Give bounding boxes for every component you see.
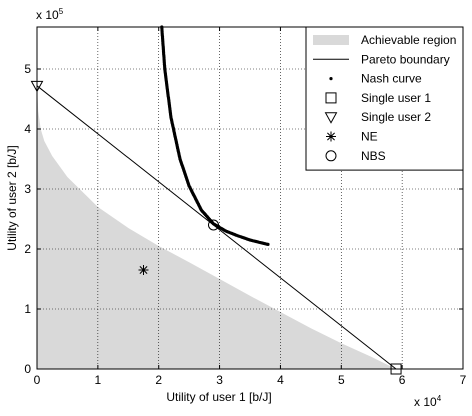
region-layer bbox=[37, 85, 397, 370]
legend-label-single-user-1: Single user 1 bbox=[361, 91, 431, 105]
legend-label-single-user-2: Single user 2 bbox=[361, 110, 431, 124]
x-tick-label-3: 3 bbox=[216, 373, 223, 387]
y-tick-label-2: 2 bbox=[24, 242, 31, 256]
x-tick-label-7: 7 bbox=[460, 373, 467, 387]
legend: Achievable region Pareto boundary Nash cur… bbox=[305, 26, 464, 171]
y-tick-label-4: 4 bbox=[24, 122, 31, 136]
ne-marker bbox=[138, 265, 149, 275]
legend-label-ne: NE bbox=[361, 130, 378, 144]
ne-marker-d2 bbox=[139, 266, 148, 274]
nbs-marker bbox=[207, 219, 219, 231]
y-tick-label-3: 3 bbox=[24, 182, 31, 196]
nash-curve bbox=[160, 25, 270, 246]
legend-symbol-ne bbox=[326, 131, 336, 142]
tick-layer: 0 1 2 3 4 5 6 7 0 1 2 3 4 5 bbox=[24, 27, 467, 387]
y-tick-label-1: 1 bbox=[24, 302, 31, 316]
line-layer bbox=[36, 25, 397, 370]
x-multiplier-exponent: 4 bbox=[437, 394, 442, 403]
x-tick-label-6: 6 bbox=[399, 373, 406, 387]
legend-symbol-ne-d2 bbox=[327, 132, 335, 141]
x-multiplier-label: x 104 bbox=[414, 394, 442, 409]
y-tick-label-0: 0 bbox=[24, 362, 31, 376]
legend-label-nash-curve: Nash curve bbox=[361, 72, 422, 86]
axes-frame bbox=[36, 26, 464, 370]
y-tick-label-5: 5 bbox=[24, 62, 31, 76]
marker-layer bbox=[30, 80, 402, 375]
legend-symbol-single-user-2 bbox=[324, 112, 338, 124]
legend-label-pareto-boundary: Pareto boundary bbox=[361, 52, 450, 66]
y-multiplier-base: x 10 bbox=[36, 8, 59, 22]
x-tick-label-5: 5 bbox=[338, 373, 345, 387]
legend-symbol-single-user-1 bbox=[325, 92, 337, 104]
achievable-region-area bbox=[37, 85, 397, 370]
x-tick-label-4: 4 bbox=[277, 373, 284, 387]
nash-curve-point-167 bbox=[266, 242, 270, 246]
legend-symbol-nash-curve bbox=[329, 77, 333, 81]
x-tick-label-2: 2 bbox=[155, 373, 162, 387]
y-axis-label: Utility of user 2 [b/J] bbox=[5, 145, 19, 250]
y-multiplier-exponent: 5 bbox=[59, 7, 64, 16]
legend-symbol-nbs bbox=[325, 150, 337, 162]
x-tick-label-0: 0 bbox=[34, 373, 41, 387]
legend-label-nbs: NBS bbox=[361, 149, 386, 163]
x-axis-label: Utility of user 1 [b/J] bbox=[166, 390, 271, 404]
legend-symbol-achievable-region bbox=[313, 35, 349, 45]
y-multiplier-label: x 105 bbox=[36, 7, 64, 22]
x-multiplier-base: x 10 bbox=[414, 395, 437, 409]
legend-label-achievable-region: Achievable region bbox=[361, 33, 456, 47]
legend-box bbox=[305, 26, 464, 171]
x-tick-label-1: 1 bbox=[95, 373, 102, 387]
